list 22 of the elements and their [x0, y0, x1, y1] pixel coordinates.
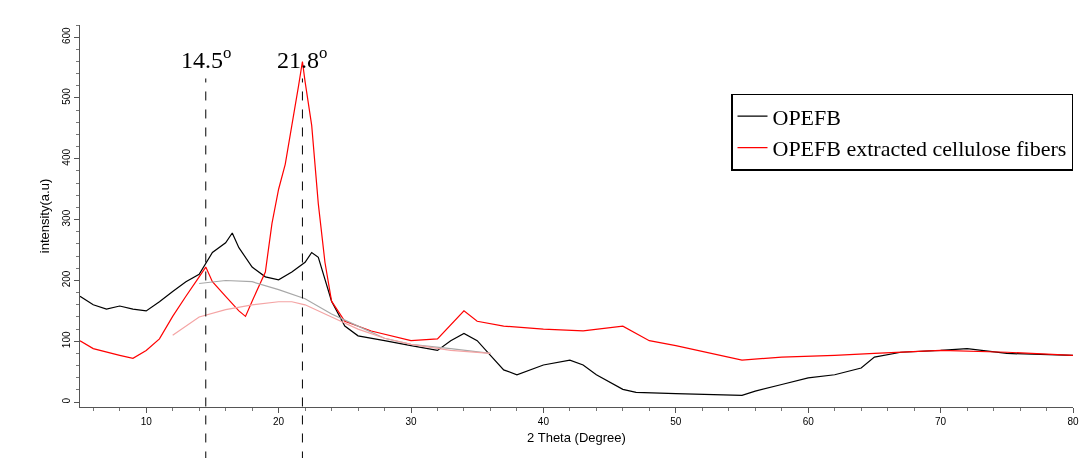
ref-line-label: 21.8$^{o}$: [277, 43, 328, 74]
y-tick-label: 400: [61, 148, 72, 166]
y-tick-label: 200: [61, 270, 72, 288]
y-tick-label: 300: [61, 209, 72, 227]
x-tick-label: 10: [140, 416, 153, 427]
y-tick-label: 500: [61, 87, 72, 105]
legend-label: OPEFB: [772, 104, 841, 130]
y-axis-title: intensity(a.u): [36, 178, 52, 254]
x-tick-label: 60: [802, 416, 815, 427]
x-axis-title: 2 Theta (Degree): [527, 429, 626, 445]
y-tick-label: 600: [61, 26, 72, 45]
line-series: [172, 301, 492, 355]
x-tick-label: 20: [273, 416, 285, 427]
x-tick-label: 30: [405, 416, 417, 427]
x-tick-label: 80: [1067, 416, 1079, 427]
x-tick-label: 50: [670, 416, 682, 427]
x-tick-label: 70: [935, 416, 947, 427]
x-tick-label: 40: [537, 416, 550, 427]
y-tick-label: 100: [61, 331, 72, 349]
ref-line-label: 14.5$^{o}$: [181, 43, 232, 74]
legend-label: OPEFB extracted cellulose fibers: [772, 136, 1067, 162]
y-tick-label: 0: [61, 397, 72, 404]
